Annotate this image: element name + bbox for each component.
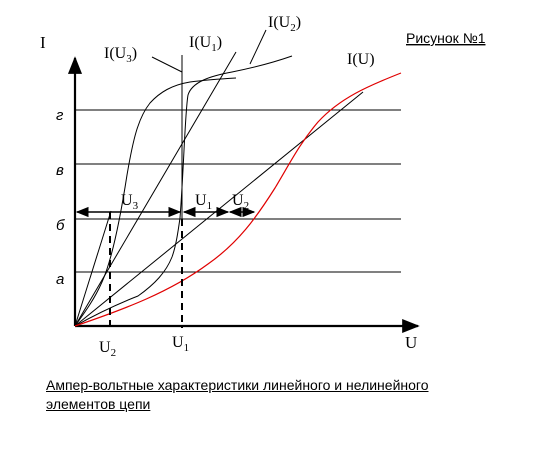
- curve-i-u-black-line: [74, 91, 364, 327]
- diagram-caption: Ампер-вольтные характеристики линейного …: [46, 376, 516, 414]
- curve-label-i-u3: I(U3): [104, 45, 137, 65]
- dimension-label-u3: U3: [121, 192, 139, 212]
- figure-label: Рисунок №1: [406, 30, 486, 46]
- curve-label-i-u1: I(U1): [189, 34, 222, 54]
- curve-i-u-red-path: [74, 72, 402, 327]
- leader-i-u3: [151, 56, 183, 73]
- level-label-a: а: [56, 271, 64, 288]
- level-label-b: б: [56, 217, 65, 234]
- level-label-g: г: [56, 107, 64, 124]
- curve-i-u3-path: [74, 77, 237, 327]
- y-axis-label: I: [40, 33, 46, 52]
- axis-label-u1: U1: [172, 334, 189, 354]
- leader-i-u2: [249, 29, 267, 65]
- axis-label-u2: U2: [99, 339, 116, 359]
- dimension-label-u1: U1: [195, 192, 212, 212]
- curve-label-i-u2: I(U2): [268, 14, 301, 34]
- dimension-label-u2: U2: [232, 192, 249, 212]
- curve-i-u1-line: [74, 51, 237, 327]
- curve-label-i-u: I(U): [347, 51, 375, 68]
- caption-line-1: Ампер-вольтные характеристики линейного …: [46, 377, 429, 393]
- caption-line-2: элементов цепи: [46, 396, 151, 412]
- x-axis-label: U: [405, 333, 417, 352]
- level-label-v: в: [56, 162, 64, 179]
- u3-ray-line: [74, 210, 112, 327]
- curve-i-u2-path: [74, 55, 293, 327]
